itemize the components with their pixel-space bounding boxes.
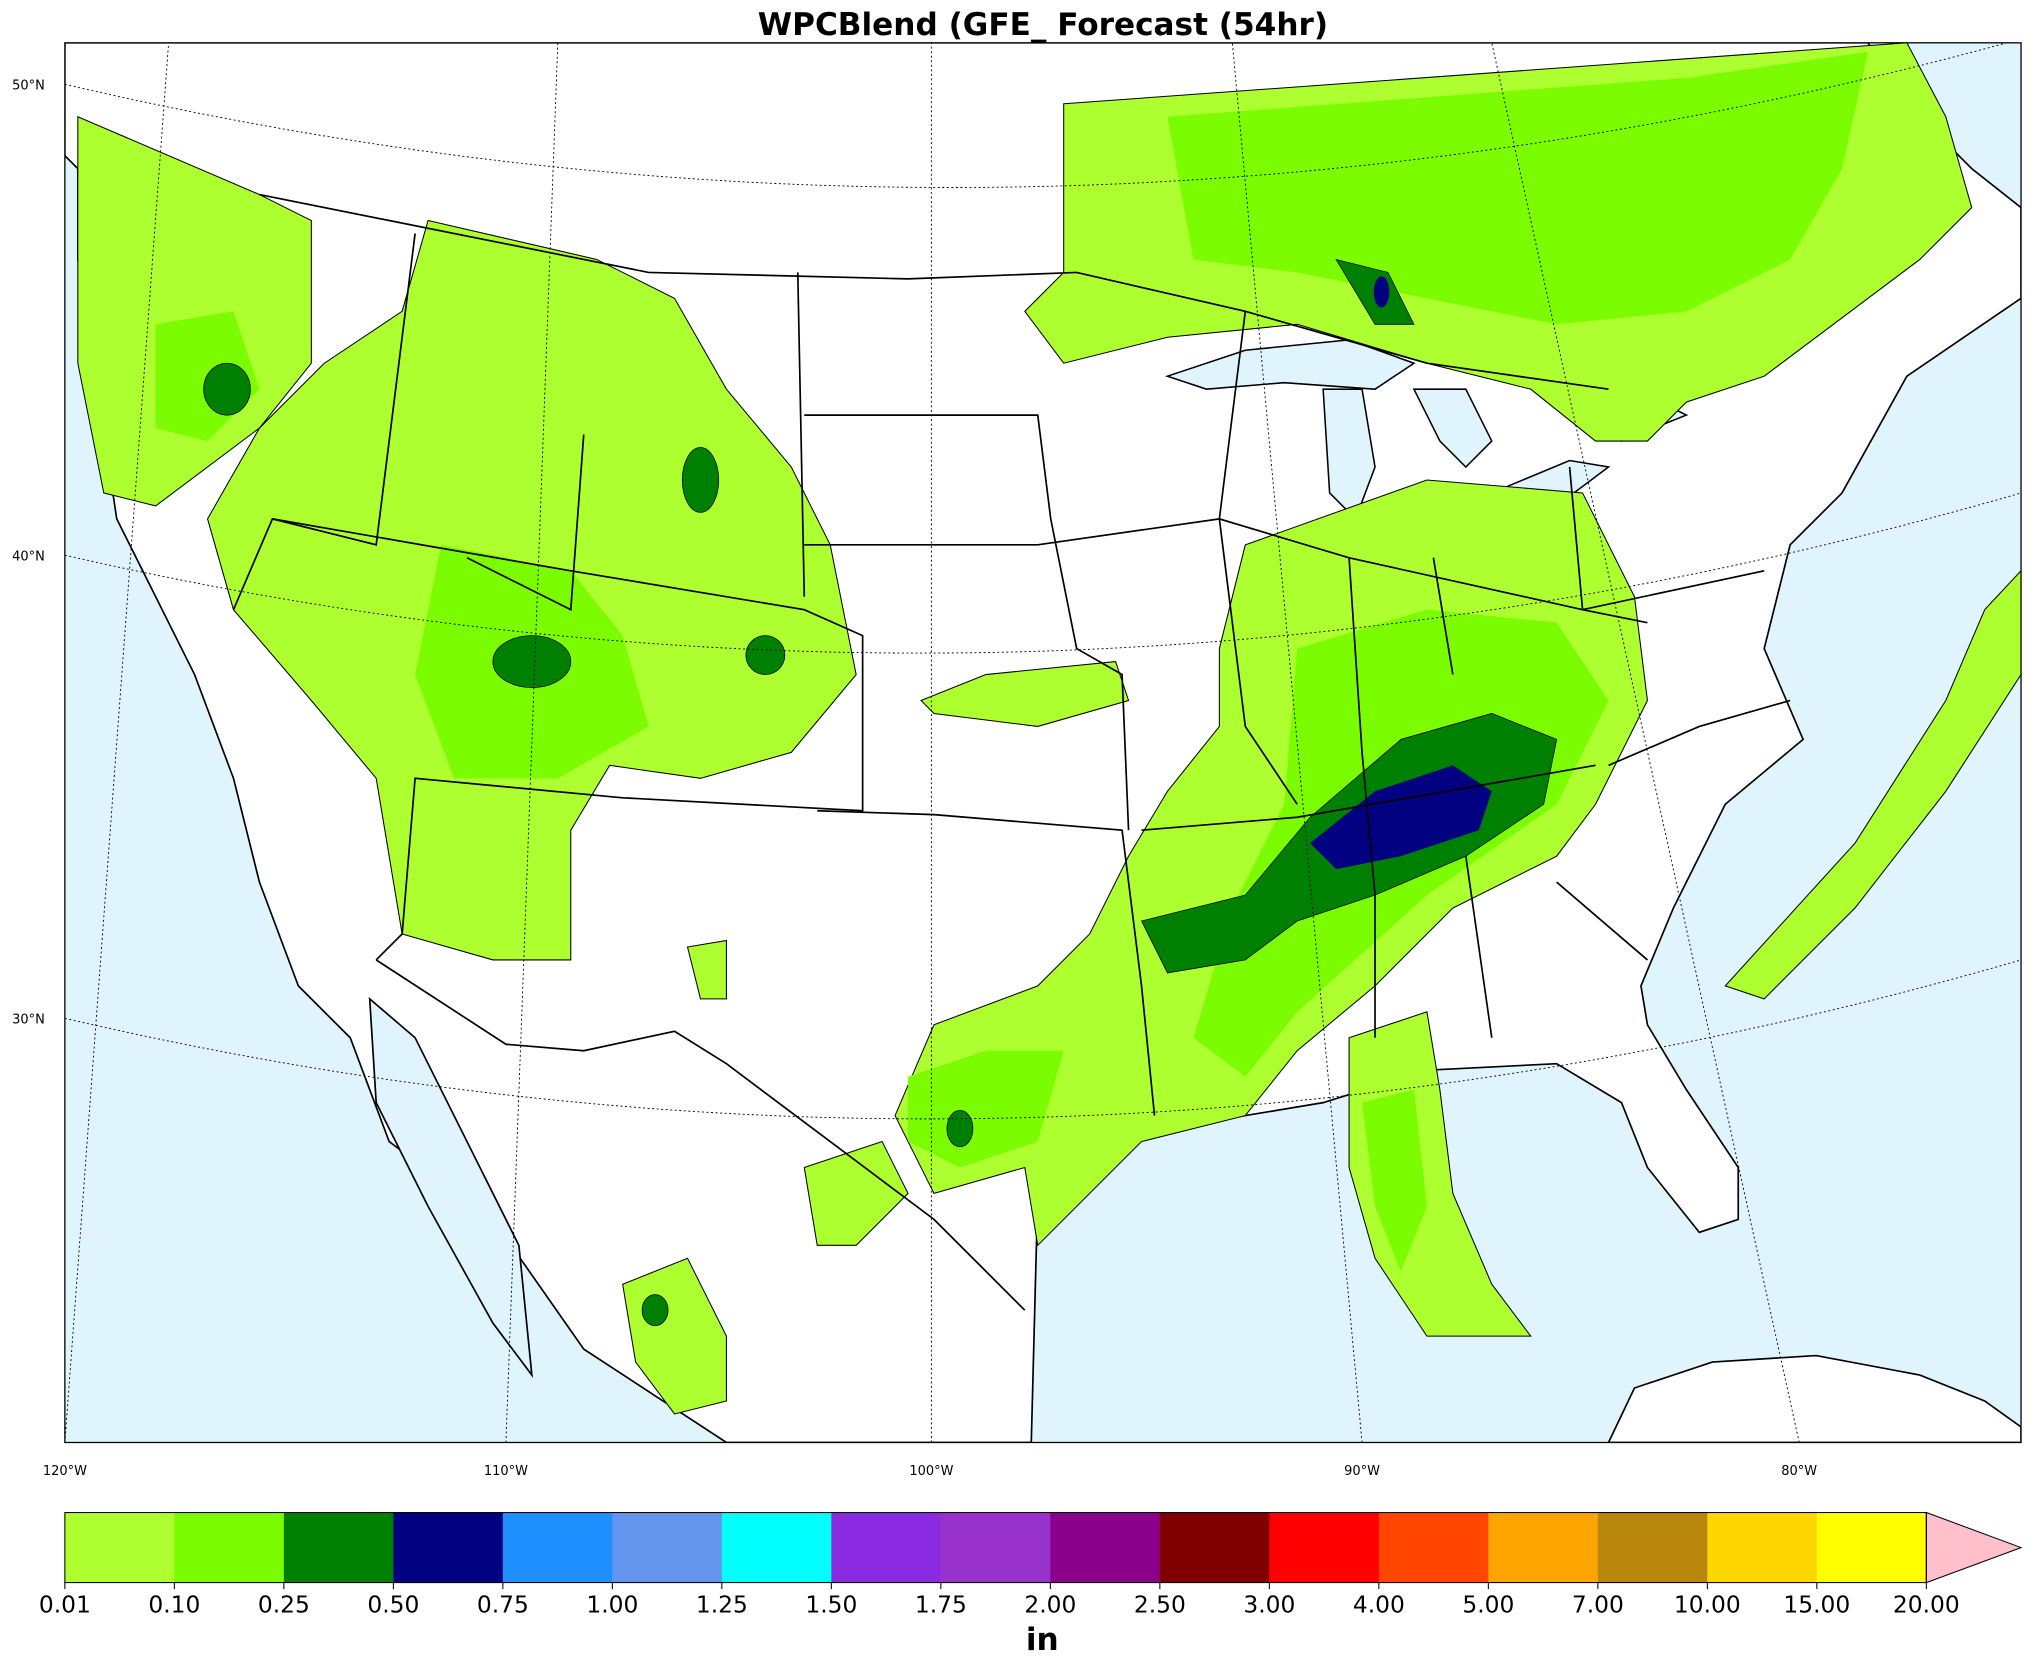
lon-label: 80°W <box>1781 1464 1817 1479</box>
colorbar-tick-label: 1.25 <box>696 1590 748 1618</box>
colorbar-segment <box>502 1512 613 1583</box>
cuba <box>1607 1354 2022 1443</box>
title: WPCBlend (GFE_ Forecast (54hr) <box>758 7 1328 43</box>
graticule <box>64 42 2022 1443</box>
lat-label: 40°N <box>12 549 45 564</box>
colorbar-unit: in <box>1026 1622 1059 1658</box>
colorbar-tick-label: 4.00 <box>1353 1590 1405 1618</box>
colorbar-tick-label: 1.00 <box>586 1590 638 1618</box>
colorbar-segment <box>393 1512 504 1583</box>
gulf-of-california <box>368 996 533 1378</box>
colorbar-tick-label: 0.01 <box>39 1590 91 1618</box>
colorbar-segment <box>174 1512 285 1583</box>
colorbar-segment <box>1488 1512 1599 1583</box>
colorbar-tick-label: 0.75 <box>477 1590 529 1618</box>
lat-label: 50°N <box>12 79 45 94</box>
colorbar-segment <box>831 1512 942 1583</box>
colorbar-tick-label: 5.00 <box>1462 1590 1514 1618</box>
colorbar-segment <box>1816 1512 1927 1583</box>
colorbar-tick-label: 7.00 <box>1572 1590 1624 1618</box>
colorbar-segment <box>283 1512 394 1583</box>
colorbar-tick-label: 0.10 <box>148 1590 200 1618</box>
colorbar-segment <box>1378 1512 1489 1583</box>
colorbar-segment <box>940 1512 1051 1583</box>
colorbar-segment <box>1707 1512 1818 1583</box>
lon-label: 110°W <box>484 1464 528 1479</box>
colorbar-extension <box>1925 1511 2023 1584</box>
colorbar-frame <box>64 1512 1927 1584</box>
map-frame <box>64 42 2022 1444</box>
colorbar-tick-label: 1.50 <box>805 1590 857 1618</box>
colorbar-segment <box>1269 1512 1380 1583</box>
lon-label: 100°W <box>909 1464 953 1479</box>
colorbar-tick-label: 15.00 <box>1783 1590 1850 1618</box>
colorbar-tick-label: 0.50 <box>367 1590 419 1618</box>
lon-label: 90°W <box>1344 1464 1380 1479</box>
colorbar-tick-label: 1.75 <box>915 1590 967 1618</box>
colorbar-tick-label: 2.00 <box>1024 1590 1076 1618</box>
colorbar-segment <box>1597 1512 1708 1583</box>
colorbar-segment <box>1159 1512 1270 1583</box>
map <box>64 42 2022 1443</box>
colorbar-segment <box>612 1512 723 1583</box>
colorbar-tick-label: 3.00 <box>1243 1590 1295 1618</box>
colorbar-tick-label: 20.00 <box>1893 1590 1960 1618</box>
colorbar-tick-label: 0.25 <box>258 1590 310 1618</box>
great-lakes <box>1165 339 1689 521</box>
colorbar-segment <box>1050 1512 1161 1583</box>
borders <box>232 193 1791 1311</box>
colorbar-segment <box>64 1512 175 1583</box>
colorbar: 0.01 0.10 0.25 0.50 0.75 1.00 1.25 1.50 1.75 2.00… <box>39 1511 2023 1658</box>
lat-label: 30°N <box>12 1012 45 1027</box>
colorbar-segment <box>721 1512 832 1583</box>
colorbar-tick-label: 10.00 <box>1674 1590 1741 1618</box>
lon-label: 120°W <box>43 1464 87 1479</box>
colorbar-tick-label: 2.50 <box>1134 1590 1186 1618</box>
